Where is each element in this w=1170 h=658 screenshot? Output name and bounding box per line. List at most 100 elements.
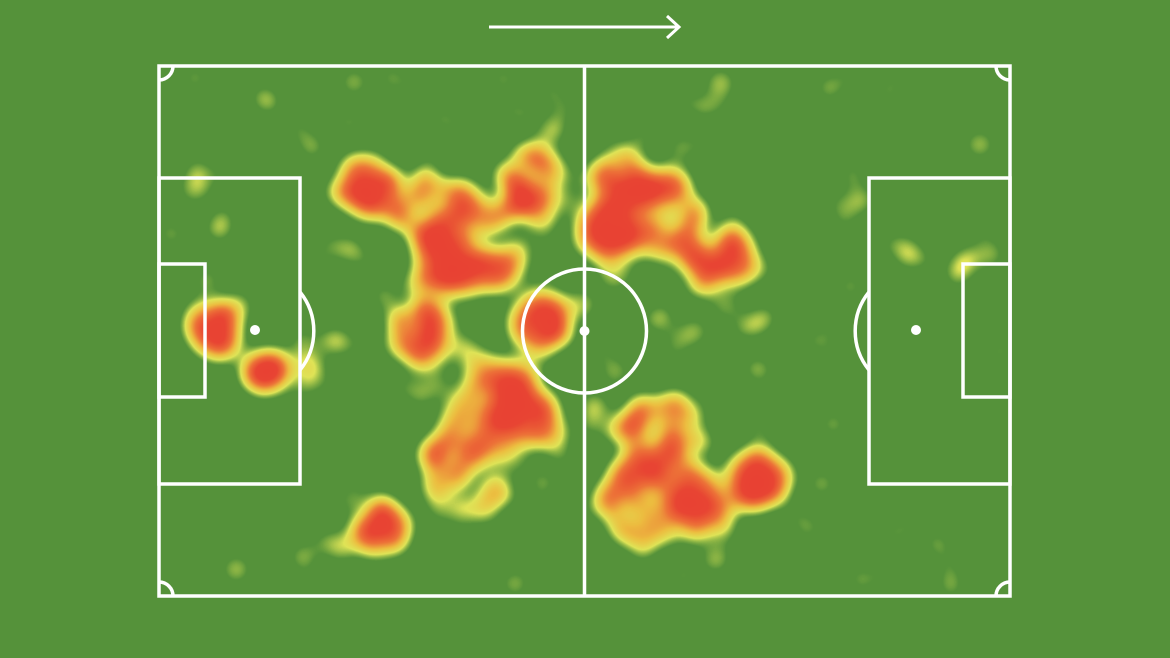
heat-blob — [472, 221, 491, 240]
heat-blob — [264, 359, 290, 386]
heat-blob — [442, 551, 459, 569]
heat-blob — [690, 253, 717, 280]
heat-blob — [666, 169, 689, 191]
heat-blob — [592, 170, 616, 194]
heat-blob — [706, 69, 735, 98]
heat-blob — [212, 217, 233, 238]
heat-blob — [512, 358, 533, 379]
heat-blob — [417, 163, 435, 181]
heat-blob — [966, 131, 994, 158]
heat-blob — [901, 511, 927, 537]
heat-blob — [496, 68, 517, 89]
heat-blob — [404, 77, 424, 97]
heat-blob — [961, 497, 979, 515]
heat-blob — [338, 237, 362, 262]
heat-blob — [340, 68, 368, 96]
heat-blob — [768, 460, 796, 489]
heat-blob — [283, 397, 302, 416]
center-spot — [579, 326, 590, 336]
heat-blob — [838, 273, 863, 299]
heat-blob — [438, 331, 457, 350]
heat-blob — [214, 163, 235, 184]
heat-blob — [247, 354, 264, 371]
heat-blob — [448, 232, 472, 256]
heat-blob — [982, 274, 1002, 295]
heat-blob — [816, 328, 832, 344]
center-circle — [520, 267, 649, 395]
heat-blob — [833, 206, 858, 231]
corner-arc — [158, 580, 175, 597]
heat-blob — [670, 391, 689, 411]
heat-blob — [242, 153, 265, 176]
heat-blob — [260, 94, 281, 114]
heat-blob — [739, 489, 762, 512]
right-penalty-arc — [853, 290, 871, 372]
heat-blob — [671, 563, 696, 588]
heat-blob — [436, 212, 451, 226]
heat-blob — [676, 93, 692, 109]
heat-blob — [544, 120, 566, 141]
heat-blob — [882, 289, 898, 305]
heat-blob — [842, 164, 863, 185]
heat-blob — [662, 87, 678, 103]
heat-blob — [372, 284, 396, 308]
heat-blob — [477, 564, 491, 578]
heat-blob — [888, 133, 910, 155]
heat-blob — [702, 468, 717, 483]
heat-blob — [454, 251, 480, 277]
heat-blob — [590, 339, 611, 360]
heat-blob — [627, 453, 644, 470]
heat-blob — [655, 307, 673, 324]
heat-blob — [832, 318, 847, 332]
heat-blob — [515, 458, 531, 473]
heat-blob — [705, 382, 724, 401]
heat-blob — [624, 81, 640, 97]
heat-blob — [451, 521, 470, 540]
heat-blob — [743, 311, 769, 336]
heat-blob — [638, 500, 655, 517]
heat-blob — [898, 191, 923, 216]
heat-blob — [687, 429, 705, 447]
heat-blob — [698, 376, 711, 389]
heat-blob — [324, 380, 338, 394]
heat-blob — [451, 119, 475, 143]
heat-blob — [287, 117, 311, 142]
heat-blob — [407, 178, 434, 205]
heat-blob — [689, 200, 707, 218]
heat-blob — [340, 173, 357, 190]
heat-blob — [614, 141, 635, 162]
heat-blob — [317, 232, 343, 259]
heat-blob — [266, 231, 282, 247]
heat-blob — [712, 98, 728, 114]
heat-blob — [289, 543, 317, 571]
heat-blob — [729, 256, 757, 284]
heat-blob — [475, 349, 500, 375]
heat-blob — [394, 317, 410, 333]
heat-blob — [425, 139, 443, 157]
heat-blob — [303, 254, 327, 279]
heat-blob — [377, 499, 403, 525]
heat-blob — [723, 224, 741, 243]
heat-blob — [484, 502, 498, 516]
heat-blob — [505, 160, 518, 173]
heat-blob — [427, 499, 452, 524]
heat-blob — [681, 492, 699, 510]
heat-blob — [756, 387, 772, 404]
heat-blob — [988, 497, 1004, 513]
heat-blob — [630, 526, 658, 554]
heat-blob — [451, 499, 469, 517]
heat-blob — [488, 215, 509, 235]
heat-blob — [390, 374, 417, 401]
heat-blob — [795, 514, 822, 541]
heat-blob — [435, 271, 452, 288]
heat-blob — [561, 168, 577, 184]
heat-blob — [423, 441, 449, 467]
heat-blob — [361, 189, 384, 212]
heat-blob — [648, 219, 666, 237]
heat-blob — [419, 315, 445, 341]
heat-blob — [540, 240, 557, 257]
heat-blob — [533, 392, 548, 407]
heat-blob — [877, 307, 899, 329]
heat-blob — [497, 358, 516, 377]
